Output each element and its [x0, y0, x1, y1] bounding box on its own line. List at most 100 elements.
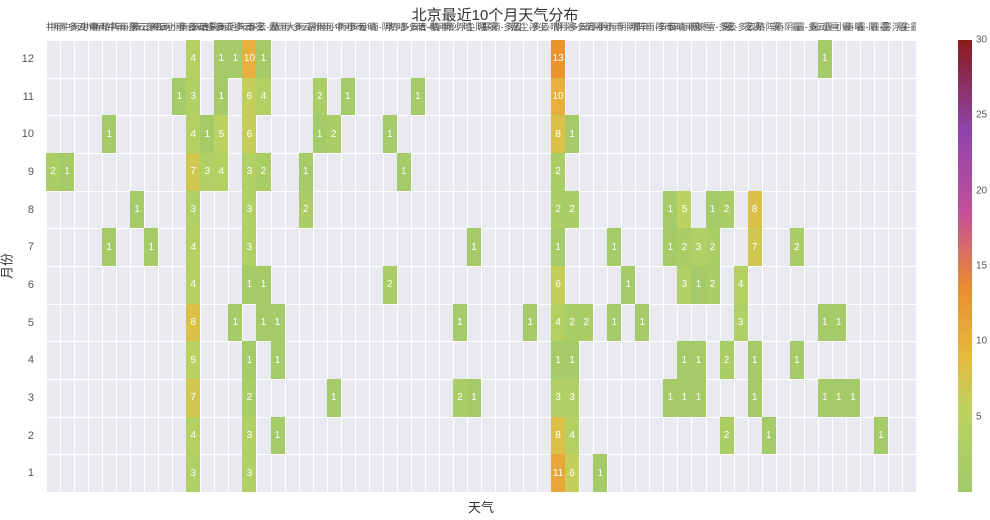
grid-line	[46, 492, 916, 493]
grid-line	[593, 40, 594, 492]
heatmap-cell: 2	[551, 153, 565, 191]
heatmap-cell: 1	[102, 115, 116, 153]
heatmap-cell: 3	[186, 191, 200, 229]
heatmap-cell: 3	[186, 454, 200, 492]
heatmap-cell: 3	[200, 153, 214, 191]
heatmap-cell: 1	[214, 78, 228, 116]
colorbar-gradient	[958, 40, 972, 492]
heatmap-cell: 1	[256, 266, 270, 304]
heatmap-cell: 1	[242, 341, 256, 379]
heatmap-cell: 1	[832, 304, 846, 342]
x-axis-label: 天气	[46, 497, 916, 516]
heatmap-cell: 1	[256, 40, 270, 78]
grid-line	[467, 40, 468, 492]
heatmap-cell: 11	[551, 454, 565, 492]
grid-line	[116, 40, 117, 492]
colorbar-tick: 20	[976, 185, 987, 196]
heatmap-cell: 2	[313, 78, 327, 116]
grid-line	[523, 40, 524, 492]
grid-line	[888, 40, 889, 492]
grid-line	[579, 40, 580, 492]
y-tick: 10	[22, 128, 34, 140]
heatmap-cell: 1	[565, 115, 579, 153]
heatmap-cell: 6	[242, 115, 256, 153]
grid-line	[439, 40, 440, 492]
y-tick: 11	[23, 91, 34, 103]
heatmap-cell: 4	[186, 228, 200, 266]
heatmap-cell: 2	[720, 191, 734, 229]
heatmap-cell: 1	[397, 153, 411, 191]
heatmap-cell: 1	[467, 379, 481, 417]
heatmap-cell: 10	[551, 78, 565, 116]
heatmap-cell: 1	[818, 40, 832, 78]
grid-line	[537, 40, 538, 492]
heatmap-cell: 5	[214, 115, 228, 153]
heatmap-cell: 1	[677, 379, 691, 417]
heatmap-cell: 1	[748, 341, 762, 379]
grid-line	[790, 40, 791, 492]
y-tick: 2	[28, 430, 34, 442]
y-tick: 4	[28, 354, 34, 366]
heatmap-cell: 2	[383, 266, 397, 304]
heatmap-cell: 7	[186, 153, 200, 191]
heatmap-cell: 1	[762, 417, 776, 455]
heatmap-cell: 1	[313, 115, 327, 153]
grid-line	[355, 40, 356, 492]
heatmap-cell: 8	[748, 191, 762, 229]
heatmap-cell: 1	[60, 153, 74, 191]
heatmap-cell: 1	[607, 228, 621, 266]
heatmap-cell: 2	[579, 304, 593, 342]
heatmap-cell: 4	[186, 115, 200, 153]
heatmap-cell: 1	[523, 304, 537, 342]
heatmap-cell: 4	[551, 304, 565, 342]
y-tick: 12	[22, 53, 34, 65]
grid-line	[453, 40, 454, 492]
heatmap-cell: 10	[242, 40, 256, 78]
plot-area: 3311614318421172121331111111511111121181…	[46, 40, 916, 492]
grid-line	[369, 40, 370, 492]
heatmap-cell: 1	[327, 379, 341, 417]
heatmap-cell: 2	[242, 379, 256, 417]
heatmap-cell: 1	[663, 379, 677, 417]
heatmap-cell: 2	[677, 228, 691, 266]
grid-line	[860, 40, 861, 492]
heatmap-cell: 1	[818, 304, 832, 342]
grid-line	[299, 40, 300, 492]
heatmap-cell: 2	[790, 228, 804, 266]
heatmap-cell: 2	[46, 153, 60, 191]
grid-line	[46, 40, 47, 492]
grid-line	[481, 40, 482, 492]
heatmap-cell: 2	[551, 191, 565, 229]
heatmap-cell: 1	[383, 115, 397, 153]
y-tick: 7	[28, 241, 34, 253]
heatmap-cell: 1	[593, 454, 607, 492]
heatmap-cell: 7	[748, 228, 762, 266]
grid-line	[916, 40, 917, 492]
heatmap-cell: 1	[635, 304, 649, 342]
heatmap-cell: 8	[551, 115, 565, 153]
heatmap-cell: 13	[551, 40, 565, 78]
heatmap-cell: 3	[734, 304, 748, 342]
heatmap-cell: 5	[186, 341, 200, 379]
grid-line	[663, 40, 664, 492]
heatmap-cell: 1	[200, 115, 214, 153]
heatmap-cell: 1	[228, 40, 242, 78]
heatmap-cell: 1	[271, 417, 285, 455]
grid-line	[649, 40, 650, 492]
grid-line	[88, 40, 89, 492]
grid-line	[158, 40, 159, 492]
heatmap-cell: 8	[551, 417, 565, 455]
heatmap-cell: 1	[621, 266, 635, 304]
grid-line	[832, 40, 833, 492]
heatmap-cell: 1	[341, 78, 355, 116]
heatmap-cell: 7	[186, 379, 200, 417]
y-tick: 5	[28, 317, 34, 329]
heatmap-cell: 6	[565, 454, 579, 492]
heatmap-cell: 1	[551, 228, 565, 266]
heatmap-cell: 1	[663, 228, 677, 266]
grid-line	[102, 40, 103, 492]
y-tick: 6	[28, 279, 34, 291]
grid-line	[509, 40, 510, 492]
heatmap-cell: 3	[565, 379, 579, 417]
heatmap-cell: 1	[677, 341, 691, 379]
